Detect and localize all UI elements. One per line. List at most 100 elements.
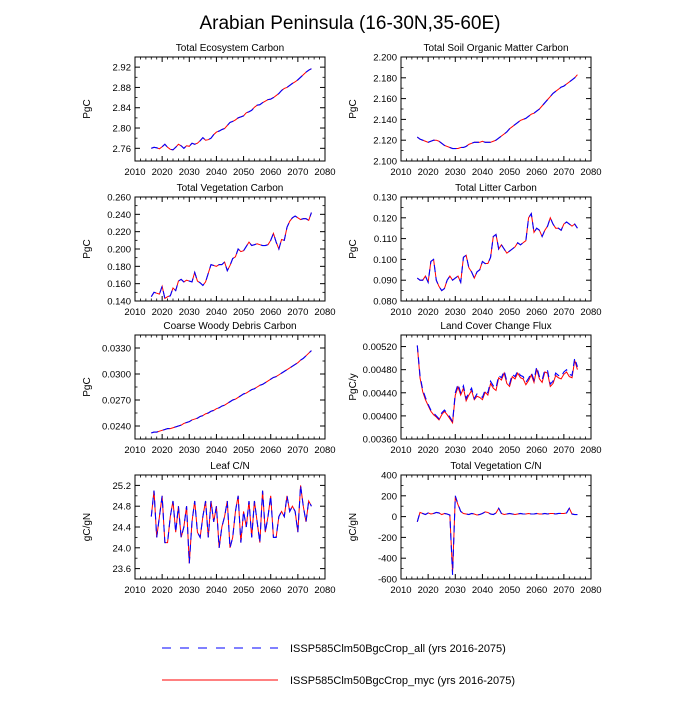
x-tick-label: 2080: [314, 167, 335, 178]
x-tick-label: 2060: [526, 167, 547, 178]
panel-title: Total Vegetation Carbon: [177, 183, 284, 194]
x-tick-label: 2010: [390, 445, 411, 456]
y-tick-label: -200: [378, 533, 397, 544]
x-tick-label: 2050: [233, 585, 254, 596]
plot-frame: [134, 56, 326, 162]
x-tick-label: 2050: [499, 167, 520, 178]
x-tick-label: 2030: [445, 445, 466, 456]
x-tick-label: 2080: [580, 585, 601, 596]
x-tick-label: 2060: [526, 445, 547, 456]
y-axis-label: gC/gN: [82, 513, 93, 541]
x-tick-label: 2040: [472, 585, 493, 596]
y-tick-label: 0: [392, 512, 397, 523]
panel-title: Total Ecosystem Carbon: [176, 43, 284, 54]
series-line-all: [416, 495, 578, 575]
y-tick-label: 0.180: [107, 262, 131, 273]
x-tick-label: 2080: [314, 307, 335, 318]
plot-frame: [400, 334, 592, 440]
x-tick-label: 2040: [206, 445, 227, 456]
series-line-all: [151, 350, 312, 434]
x-tick-label: 2010: [390, 307, 411, 318]
x-tick-label: 2030: [445, 167, 466, 178]
panel-5: Coarse Woody Debris Carbon PgC 2010 2020 203…: [82, 321, 336, 456]
x-tick-label: 2060: [260, 445, 281, 456]
x-tick-label: 2020: [152, 307, 173, 318]
x-tick-label: 2050: [499, 585, 520, 596]
panel-6: Land Cover Change Flux PgC/y 2010 2020 2030 2…: [348, 321, 602, 456]
x-tick-label: 2020: [152, 167, 173, 178]
series-line-all: [151, 68, 312, 151]
x-tick-label: 2070: [553, 307, 574, 318]
y-tick-label: 0.130: [373, 193, 397, 204]
x-tick-label: 2050: [233, 307, 254, 318]
x-tick-label: 2070: [553, 167, 574, 178]
panel-7: Leaf C/N gC/gN 2010 2020 2030 2040 2050 2060 207…: [82, 461, 336, 596]
x-tick-label: 2030: [179, 585, 200, 596]
x-tick-label: 2010: [124, 307, 145, 318]
y-tick-label: 24.8: [113, 502, 132, 513]
y-axis-label: PgC: [82, 239, 93, 258]
x-tick-label: 2070: [287, 585, 308, 596]
x-tick-label: 2060: [260, 167, 281, 178]
y-axis-label: PgC/y: [348, 373, 359, 400]
y-tick-label: 2.160: [373, 94, 397, 105]
y-tick-label: 0.110: [374, 234, 397, 245]
x-tick-label: 2030: [179, 445, 200, 456]
x-tick-label: 2060: [526, 307, 547, 318]
y-axis-label: gC/gN: [348, 513, 359, 541]
y-axis-label: PgC: [82, 377, 93, 396]
x-tick-label: 2010: [390, 585, 411, 596]
plot-frame: [134, 334, 326, 440]
plot-frame: [400, 196, 592, 302]
x-tick-label: 2070: [553, 585, 574, 596]
y-tick-label: 0.200: [107, 245, 131, 256]
panel-title: Land Cover Change Flux: [440, 321, 551, 332]
legend-label-all: ISSP585Clm50BgcCrop_all (yrs 2016-2075): [290, 643, 506, 655]
x-tick-label: 2080: [580, 167, 601, 178]
y-tick-label: 0.0300: [102, 370, 131, 381]
x-tick-label: 2080: [314, 445, 335, 456]
x-tick-label: 2040: [206, 585, 227, 596]
y-tick-label: 2.76: [113, 144, 132, 155]
panel-3: Total Vegetation Carbon PgC 2010 2020 2030 20…: [82, 183, 336, 318]
y-tick-label: 0.090: [373, 276, 397, 287]
x-tick-label: 2060: [526, 585, 547, 596]
x-tick-label: 2040: [472, 307, 493, 318]
x-tick-label: 2040: [206, 307, 227, 318]
series-lines: [150, 212, 312, 300]
series-lines: [416, 212, 578, 292]
y-tick-label: 2.200: [373, 53, 397, 64]
y-tick-label: 0.080: [373, 297, 397, 308]
x-tick-label: 2020: [152, 445, 173, 456]
y-tick-label: 24.0: [113, 543, 132, 554]
y-tick-label: 0.260: [107, 193, 131, 204]
y-tick-label: 0.120: [373, 213, 397, 224]
series-lines: [151, 68, 312, 151]
y-tick-label: 2.180: [373, 73, 397, 84]
y-tick-label: 2.100: [373, 157, 397, 168]
y-tick-label: 0.00480: [363, 365, 397, 376]
y-axis-label: PgC: [348, 99, 359, 118]
series-lines: [416, 345, 578, 425]
panel-title: Total Soil Organic Matter Carbon: [423, 43, 568, 54]
y-tick-label: 0.0330: [102, 344, 131, 355]
y-tick-label: 2.84: [113, 103, 132, 114]
y-tick-label: 23.6: [113, 564, 132, 575]
x-tick-label: 2080: [580, 307, 601, 318]
y-tick-label: 0.240: [107, 210, 131, 221]
y-tick-label: 200: [381, 491, 397, 502]
panel-title: Leaf C/N: [210, 461, 249, 472]
x-tick-label: 2070: [287, 445, 308, 456]
panel-title: Coarse Woody Debris Carbon: [163, 321, 296, 332]
panel-8: Total Vegetation C/N gC/gN 2010 2020 2030 204…: [348, 461, 602, 596]
y-tick-label: 25.2: [113, 481, 132, 492]
x-tick-label: 2050: [233, 167, 254, 178]
series-lines: [150, 485, 312, 564]
y-tick-label: 400: [381, 471, 397, 482]
y-tick-label: 2.80: [113, 124, 132, 135]
plot-frame: [400, 474, 592, 580]
x-tick-label: 2020: [152, 585, 173, 596]
